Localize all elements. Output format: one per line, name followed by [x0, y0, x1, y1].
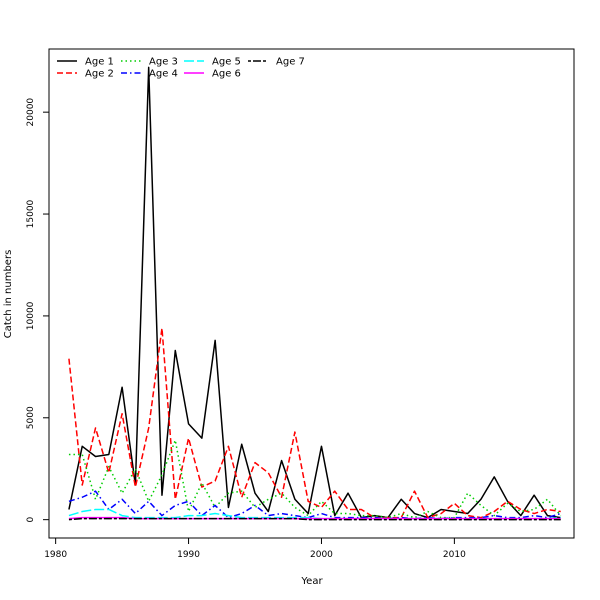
series-layer [68, 66, 562, 521]
series-line-age-4 [68, 490, 561, 520]
y-tick-label: 10000 [26, 301, 36, 330]
x-tick-label: 2010 [443, 550, 466, 560]
y-tick-label: 15000 [26, 199, 36, 228]
y-tick-label: 5000 [26, 406, 36, 429]
x-tick-label: 1980 [44, 550, 67, 560]
x-axis-label: Year [300, 576, 323, 587]
y-axis-label: Catch in numbers [3, 250, 14, 339]
legend-label-age-5: Age 5 [212, 57, 241, 68]
legend-label-age-4: Age 4 [149, 69, 178, 80]
x-axis: 1980 1990 2000 2010 [44, 537, 466, 560]
series-line-age-7 [68, 517, 561, 521]
legend-label-age-3: Age 3 [149, 57, 178, 68]
y-tick-label: 0 [26, 517, 36, 523]
legend-label-age-2: Age 2 [85, 69, 114, 80]
y-tick-label: 20000 [26, 98, 36, 127]
y-axis: 0 5000 10000 15000 20000 [26, 98, 50, 523]
plot-frame [48, 48, 575, 539]
legend-label-age-6: Age 6 [212, 69, 241, 80]
x-tick-label: 2000 [310, 550, 333, 560]
legend-label-age-1: Age 1 [85, 57, 114, 68]
legend-label-age-7: Age 7 [276, 57, 305, 68]
x-tick-label: 1990 [177, 550, 200, 560]
series-line-age-1 [68, 66, 561, 519]
